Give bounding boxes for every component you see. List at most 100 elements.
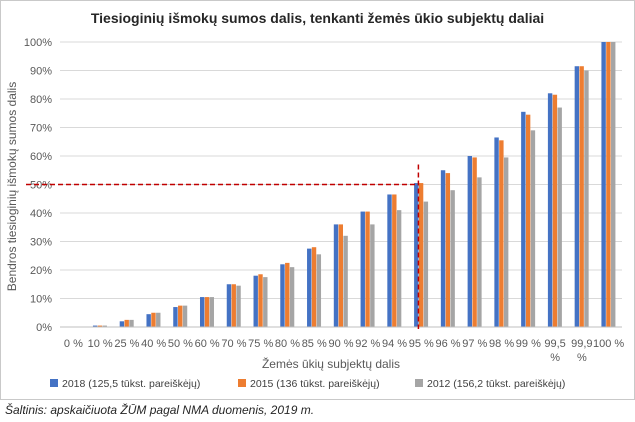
y-tick-label: 20% [30, 265, 52, 277]
legend-swatch [238, 379, 246, 387]
y-tick-label: 80% [30, 94, 52, 106]
bar [97, 325, 103, 327]
x-tick-label: 0 % [64, 338, 83, 350]
bar [307, 248, 312, 327]
x-tick-label: 90 % [328, 338, 353, 350]
bar [360, 211, 365, 327]
legend-swatch [415, 379, 423, 387]
bar [579, 66, 584, 327]
x-tick-label: % [577, 352, 587, 364]
x-tick-label: 40 % [141, 338, 166, 350]
bar [156, 312, 161, 327]
legend-item: 2015 (136 tūkst. pareiškėjų) [238, 378, 380, 390]
bar [552, 94, 558, 327]
bar [445, 173, 451, 327]
x-tick-label: 10 % [88, 338, 113, 350]
bar [606, 42, 611, 327]
y-tick-label: 100% [24, 37, 52, 49]
bar [285, 262, 290, 327]
x-tick-label: 97 % [462, 338, 487, 350]
y-tick-label: 50% [30, 180, 52, 192]
bar [521, 111, 526, 327]
bar [494, 137, 499, 327]
bar [584, 70, 589, 327]
legend-swatch [50, 379, 58, 387]
bar [226, 284, 232, 327]
x-tick-label: 60 % [195, 338, 220, 350]
bar [236, 285, 241, 327]
bar [472, 157, 477, 327]
y-tick-label: 10% [30, 294, 52, 306]
legend-label: 2015 (136 tūkst. pareiškėjų) [250, 378, 380, 390]
x-tick-label: 92 % [355, 338, 380, 350]
bar [423, 201, 429, 327]
x-tick-label: 96 % [436, 338, 461, 350]
bar [343, 235, 348, 327]
y-tick-label: 60% [30, 151, 52, 163]
bar [611, 42, 616, 327]
bar [557, 107, 562, 327]
x-tick-label: 70 % [221, 338, 246, 350]
y-tick-label: 0% [36, 322, 52, 334]
bar [316, 254, 322, 327]
y-tick-label: 30% [30, 237, 52, 249]
bar [601, 42, 606, 327]
legend-label: 2012 (156,2 tūkst. pareiškėjų) [427, 378, 566, 390]
y-tick-label: 70% [30, 123, 52, 135]
bar [151, 312, 156, 327]
x-tick-label: 25 % [114, 338, 139, 350]
bar [387, 194, 392, 327]
bar [289, 267, 295, 327]
bar [450, 190, 455, 327]
bar [102, 325, 107, 327]
bar [414, 183, 419, 327]
bar [182, 305, 188, 327]
bar [209, 297, 214, 327]
y-axis-title: Bendros tiesioginių išmokų sumos dalis [5, 82, 19, 291]
bar [92, 325, 98, 327]
x-tick-label: 99,5 [544, 338, 565, 350]
bar [258, 274, 263, 327]
bar [173, 307, 178, 327]
bar [547, 93, 553, 327]
x-tick-label: % [550, 352, 560, 364]
bar [499, 140, 504, 327]
bar [467, 156, 473, 327]
bar [525, 114, 531, 327]
legend-item: 2018 (125,5 tūkst. pareiškėjų) [50, 378, 200, 390]
bar [365, 211, 370, 327]
bar [231, 284, 236, 327]
x-axis-title: Žemės ūkių subjektų dalis [262, 356, 400, 371]
x-tick-label: 75 % [248, 338, 273, 350]
bar [530, 130, 536, 327]
bar [146, 314, 151, 327]
y-tick-label: 90% [30, 66, 52, 78]
bar [199, 297, 205, 327]
x-tick-label: 94 % [382, 338, 407, 350]
bar [124, 319, 129, 327]
chart-legend: 2018 (125,5 tūkst. pareiškėjų) 2015 (136 … [0, 378, 635, 392]
bar [263, 277, 268, 327]
bar [503, 157, 509, 327]
x-tick-label: 50 % [168, 338, 193, 350]
x-tick-label: 99 % [516, 338, 541, 350]
bar [119, 321, 125, 327]
bar [396, 210, 402, 327]
x-tick-label: 99,9 [571, 338, 592, 350]
legend-item: 2012 (156,2 tūkst. pareiškėjų) [415, 378, 565, 390]
x-tick-label: 85 % [302, 338, 327, 350]
chart-title: Tiesioginių išmokų sumos dalis, tenkanti… [90, 10, 545, 26]
bar [392, 194, 397, 327]
bar [204, 297, 210, 327]
bar-chart: 0% 10% 20% 30% 40% 50% 60% 70% 80% 90% 100% 0 % 10 %… [5, 37, 624, 371]
x-tick-label: 95 % [409, 338, 434, 350]
bar [338, 224, 343, 327]
bar [311, 247, 317, 327]
bar [418, 183, 424, 327]
bar [333, 224, 339, 327]
bar [280, 264, 285, 327]
y-tick-label: 40% [30, 208, 52, 220]
bar [574, 66, 580, 327]
x-tick-label: 80 % [275, 338, 300, 350]
x-tick-label: 100 % [593, 338, 624, 350]
